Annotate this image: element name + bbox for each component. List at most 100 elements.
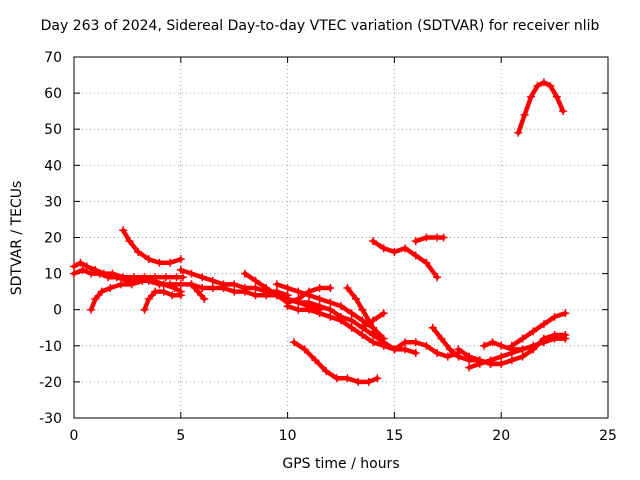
- series-s24: [507, 309, 570, 350]
- data-point: [176, 280, 185, 289]
- data-point: [140, 305, 149, 314]
- data-point: [251, 284, 260, 293]
- series-track: [516, 80, 566, 136]
- data-point: [176, 265, 185, 274]
- data-point: [326, 305, 335, 314]
- data-point: [390, 247, 399, 256]
- data-point: [144, 255, 153, 264]
- data-point: [112, 273, 121, 282]
- series-s14: [290, 338, 382, 386]
- data-point: [304, 291, 313, 300]
- series-s25: [514, 78, 568, 137]
- data-point: [87, 269, 96, 278]
- data-point: [144, 294, 153, 303]
- data-point: [82, 262, 91, 271]
- data-point: [411, 251, 420, 260]
- data-point: [294, 287, 303, 296]
- data-point: [401, 338, 410, 347]
- data-point: [347, 316, 356, 325]
- data-point: [251, 276, 260, 285]
- data-point: [533, 81, 542, 90]
- data-point: [240, 287, 249, 296]
- data-point: [116, 280, 125, 289]
- data-point: [87, 305, 96, 314]
- data-point: [561, 309, 570, 318]
- data-point: [149, 276, 158, 285]
- series-s17: [369, 237, 442, 282]
- data-point: [230, 287, 239, 296]
- data-point: [106, 284, 115, 293]
- data-point: [422, 233, 431, 242]
- data-point: [373, 374, 382, 383]
- data-point: [70, 269, 78, 278]
- data-point: [411, 349, 420, 358]
- data-point: [507, 356, 516, 365]
- data-point: [465, 352, 474, 361]
- x-tick-label: 0: [70, 428, 79, 444]
- data-point: [497, 341, 506, 350]
- data-point: [294, 294, 303, 303]
- series-track: [291, 339, 380, 385]
- data-point: [95, 269, 104, 278]
- data-point: [539, 338, 548, 347]
- data-point: [134, 247, 143, 256]
- data-point: [422, 341, 431, 350]
- data-point: [347, 309, 356, 318]
- data-point: [159, 280, 168, 289]
- data-point: [539, 320, 548, 329]
- data-point: [315, 284, 324, 293]
- data-point: [337, 316, 345, 325]
- data-point: [176, 291, 185, 300]
- data-point: [369, 338, 378, 347]
- chart-title: Day 263 of 2024, Sidereal Day-to-day VTE…: [40, 18, 600, 34]
- data-point: [475, 359, 484, 368]
- data-point: [262, 284, 271, 293]
- data-point: [138, 276, 147, 285]
- data-point: [178, 273, 187, 282]
- data-point: [326, 312, 335, 321]
- y-axis-ticks: -30 -20 -10 0 10 20 30 40 50 60 70: [39, 50, 608, 427]
- y-tick-label: -20: [39, 375, 62, 391]
- data-point: [198, 273, 207, 282]
- x-tick-label: 25: [599, 428, 617, 444]
- data-point: [422, 258, 431, 267]
- data-point: [559, 107, 568, 116]
- data-point: [351, 294, 360, 303]
- data-point: [208, 284, 217, 293]
- data-point: [369, 316, 378, 325]
- data-point: [97, 287, 106, 296]
- data-point: [187, 280, 196, 289]
- data-point: [119, 226, 128, 235]
- data-point: [433, 349, 442, 358]
- data-point: [187, 269, 196, 278]
- data-point: [198, 284, 207, 293]
- data-point: [518, 352, 527, 361]
- series-s19: [411, 233, 448, 246]
- data-point: [76, 258, 85, 267]
- data-point: [454, 345, 463, 354]
- data-point: [311, 356, 320, 365]
- y-tick-label: 10: [44, 267, 62, 283]
- data-point: [354, 377, 363, 386]
- data-point: [151, 287, 160, 296]
- data-point: [326, 284, 335, 293]
- data-point: [326, 298, 335, 307]
- data-point: [337, 302, 345, 311]
- series-s23: [480, 338, 527, 354]
- data-point: [283, 284, 292, 293]
- data-point: [514, 128, 523, 137]
- data-point: [486, 356, 495, 365]
- series-track: [142, 289, 184, 312]
- data-point: [358, 305, 367, 314]
- data-point: [443, 352, 452, 361]
- y-axis-label: SDTVAR / TECUs: [9, 180, 25, 296]
- data-point: [304, 298, 313, 307]
- y-tick-label: 50: [44, 122, 62, 138]
- data-point: [552, 92, 561, 101]
- y-tick-label: -30: [39, 411, 62, 427]
- data-point: [315, 294, 324, 303]
- data-point: [78, 265, 87, 274]
- x-tick-label: 15: [385, 428, 403, 444]
- data-point: [290, 338, 299, 347]
